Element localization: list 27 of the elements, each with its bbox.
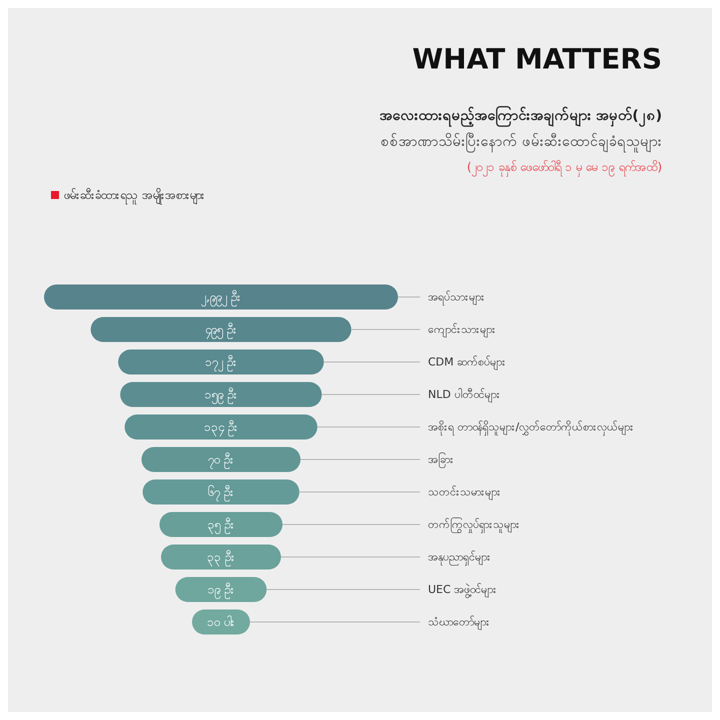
data-label: ၁၃၄ ဦး [204, 419, 238, 437]
data-label: ၁၇၂ ဦး [205, 354, 237, 372]
data-label: ၄၉၅ ဦး [205, 322, 237, 340]
text: (၂၀၂၁ ခုနှစ် ဖေဖော်ဝါရီ ၁ မှ မေ ၁၉ ရက်အထိ) [466, 159, 662, 177]
category-label: အခြား [428, 452, 454, 468]
data-label: ၁၀ ပါး [207, 614, 235, 629]
text: စစ်အာဏာသိမ်းပြီးနောက် ဖမ်းဆီးထောင်ချခံရသူများ [380, 134, 662, 152]
category-label: ကျောင်းသားများ [428, 323, 496, 338]
category-label: CDM ဆက်စပ်များ [428, 356, 506, 370]
category-label: အရပ်သားများ [428, 290, 485, 306]
category-label: အနုပညာရှင်များ [428, 550, 491, 566]
data-label: ၃၃ ဦး [207, 549, 235, 567]
data-label: ၁၉ ဦး [208, 582, 234, 600]
category-label: NLD ပါတီဝင်များ [428, 388, 500, 403]
category-label: သံဃာတော်များ [428, 616, 490, 630]
text: WHAT MATTERS [412, 42, 662, 76]
category-label: သတင်းသမားများ [428, 486, 501, 500]
category-label: အစိုးရ တာဝန်ရှိသူများ/လွှတ်တော်ကိုယ်စားလှယ်များ [428, 420, 634, 436]
data-label: ၇၀ ဦး [208, 452, 234, 470]
data-label: ၃၅ ဦး [208, 516, 234, 534]
text: အလေးထားရမည့်အကြောင်းအချက်များ အမှတ်(၂၈) [379, 106, 662, 127]
category-label: UEC အဖွဲ့ဝင်များ [428, 583, 498, 598]
data-label: ၂,၉၉၂ ဦး [201, 289, 241, 307]
category-label: တက်ကြွလှုပ်ရှားသူများ [428, 517, 520, 533]
text: ဖမ်းဆီးခံထားရသူ အမျိုးအစားများ [64, 187, 205, 205]
data-label: ၁၅၉ ဦး [204, 386, 238, 404]
data-label: ၆၇ ဦး [208, 484, 234, 502]
